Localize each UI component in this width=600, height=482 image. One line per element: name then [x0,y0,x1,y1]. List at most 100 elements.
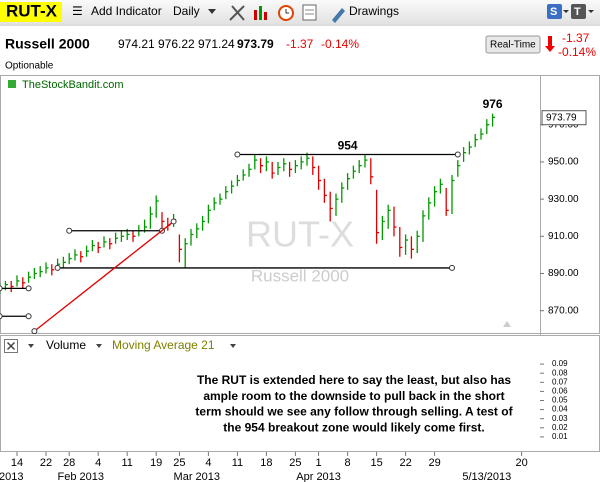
y-tick-label: 0.06 [552,387,568,396]
indicator-name[interactable]: Volume [46,338,86,352]
price-panel [0,75,600,334]
badge-t[interactable] [571,4,586,19]
overlay-dropdown[interactable] [230,344,236,348]
volume-panel [0,335,600,452]
quote-change-pct: -0.14% [321,37,359,51]
add-indicator[interactable]: Add Indicator [91,4,162,18]
x-tick-label: 8 [345,457,351,469]
x-tick-label: 1 [316,457,322,469]
y-tick-label: 0.02 [552,423,568,432]
badge-s[interactable] [547,4,562,19]
x-month-label: 5/13/2013 [462,471,511,482]
x-month-label: Feb 2013 [58,471,104,482]
line-handle [54,264,61,271]
watermark: RUT-X [246,214,354,255]
line-handle [25,313,32,320]
y-tick-label: 930.00 [548,194,579,205]
time-axis [0,452,600,482]
toolbar [0,0,600,24]
last-price-label: 973.79 [546,112,577,123]
annotation-line: term should we see any follow through se… [195,405,513,419]
line-handle [454,151,461,158]
badge-s-arrow[interactable] [563,10,569,13]
source-label: TheStockBandit.com [22,79,124,91]
watermark-subtitle: Russell 2000 [251,266,349,285]
x-month-label: Apr 2013 [296,471,341,482]
quote-note: Optionable [5,61,54,72]
x-tick-label: 25 [289,457,301,469]
indicator-arrow[interactable] [28,344,34,348]
peak-label: 976 [483,97,503,111]
line-handle [0,313,3,320]
x-month-label: Mar 2013 [174,471,220,482]
x-tick-label: 14 [11,457,23,469]
x-tick-label: 18 [260,457,272,469]
menu-icon[interactable]: ☰ [72,4,83,18]
y-tick-label: 0.09 [552,359,568,368]
y-tick-label: 890.00 [548,268,579,279]
y-tick-label: 0.08 [552,368,568,377]
y-tick-label: 910.00 [548,231,579,242]
x-tick-label: 25 [173,457,185,469]
symbol-box[interactable] [0,2,62,22]
x-tick-label: 4 [95,457,101,469]
y-tick-label: 870.00 [548,305,579,316]
quote-open: 974.21 [118,37,155,51]
line-handle [25,285,32,292]
y-tick-label: 0.04 [552,405,568,414]
x-tick-label: 11 [121,457,132,469]
x-tick-label: 11 [232,457,243,469]
x-tick-label: 4 [205,457,211,469]
quote-high: 976.22 [158,37,195,51]
line-label: 954 [338,139,358,153]
rt-change-pct: -0.14% [558,45,596,59]
y-tick-label: 0.01 [552,432,568,441]
x-tick-label: 22 [399,457,411,469]
realtime-button[interactable] [485,35,541,54]
last-price-box [541,110,587,126]
quote-low: 971.24 [198,37,235,51]
y-tick-label: 0.05 [552,396,568,405]
x-tick-label: 22 [40,457,52,469]
y-tick-label: 950.00 [548,157,579,168]
x-tick-label: 29 [428,457,440,469]
line-handle [449,264,455,271]
line-handle [170,218,177,225]
period[interactable]: Daily [173,4,200,18]
line-handle [31,328,38,334]
rt-change: -1.37 [562,31,590,45]
x-tick-label: 15 [370,457,382,469]
scroll-marker[interactable] [503,321,511,327]
drawings[interactable]: Drawings [349,4,399,18]
close-icon[interactable] [6,341,16,351]
symbol[interactable]: RUT-X [6,1,58,20]
annotation-line: ample room to the downside to pull back … [203,389,504,403]
trend-line [33,220,175,332]
quote-name: Russell 2000 [5,36,90,52]
annotation-line: The RUT is extended here to say the leas… [197,373,511,387]
x-tick-label: 19 [150,457,162,469]
line-handle [234,151,241,158]
y-tick-label: 0.07 [552,377,568,386]
source-icon [8,80,16,88]
quote-change: -1.37 [286,37,314,51]
realtime-label[interactable]: Real-Time [490,40,536,51]
badge-s-label[interactable]: S [550,6,557,18]
quote-last: 973.79 [237,37,274,51]
y-tick-label: 0.03 [552,414,568,423]
indicator-dropdown[interactable] [96,344,102,348]
tool-icons[interactable] [229,4,345,23]
overlay-name[interactable]: Moving Average 21 [112,338,215,352]
badge-t-label[interactable]: T [574,6,581,18]
badge-t-arrow[interactable] [588,10,594,13]
period-arrow[interactable] [208,9,216,14]
x-tick-label: 20 [515,457,527,469]
line-handle [66,227,73,234]
down-arrow [545,36,555,52]
line-handle [0,285,3,292]
annotation-line: the 954 breakout zone would likely come … [223,420,484,434]
plot: 954 [0,113,496,334]
x-month-label: 2013 [0,471,23,482]
x-tick-label: 28 [63,457,75,469]
